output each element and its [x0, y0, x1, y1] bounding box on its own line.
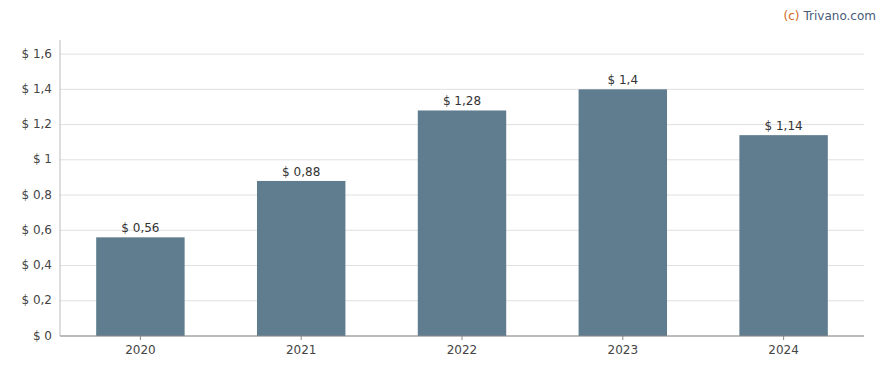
bar: [257, 181, 345, 336]
chart: $ 0 $ 0,2 $ 0,4 $ 0,6 $ 0,8 $ 1 $ 1,2 $ 1,4 $ 1,…: [0, 0, 888, 370]
grid-line: [60, 54, 864, 55]
watermark: (c)Trivano.com: [784, 9, 876, 23]
x-tick-label: 2022: [447, 343, 478, 357]
y-tick-label: $ 1,2: [21, 117, 52, 131]
x-tick: [462, 336, 463, 340]
x-tick: [140, 336, 141, 340]
bars: [96, 89, 828, 336]
grid: [60, 54, 864, 336]
data-labels: $ 0,56 $ 0,88 $ 1,28 $ 1,4 $ 1,14: [121, 73, 802, 235]
bar: [418, 110, 506, 336]
data-label: $ 1,4: [608, 73, 639, 87]
x-tick: [783, 336, 784, 340]
y-tick-label: $ 0,6: [21, 223, 52, 237]
x-tick-label: 2021: [286, 343, 317, 357]
x-tick: [301, 336, 302, 340]
y-tick-label: $ 0,4: [21, 258, 52, 272]
data-label: $ 0,88: [282, 165, 320, 179]
bar: [96, 237, 184, 336]
bar: [579, 89, 667, 336]
y-axis-line: [60, 40, 61, 336]
x-tick-label: 2024: [768, 343, 799, 357]
y-tick-label: $ 0,8: [21, 188, 52, 202]
grid-line: [60, 89, 864, 90]
y-tick-label: $ 0: [33, 329, 52, 343]
bar: [739, 135, 827, 336]
watermark-part: (c): [784, 9, 800, 23]
x-tick-label: 2020: [125, 343, 156, 357]
data-label: $ 1,14: [765, 119, 803, 133]
watermark-part: Trivano.com: [803, 9, 876, 23]
y-tick-label: $ 1: [33, 152, 52, 166]
x-tick: [622, 336, 623, 340]
data-label: $ 1,28: [443, 94, 481, 108]
x-tick-label: 2023: [608, 343, 639, 357]
y-tick-label: $ 0,2: [21, 293, 52, 307]
y-tick-label: $ 1,6: [21, 47, 52, 61]
y-axis: $ 0 $ 0,2 $ 0,4 $ 0,6 $ 0,8 $ 1 $ 1,2 $ 1,4 $ 1,…: [21, 40, 60, 343]
x-axis: 2020 2021 2022 2023 2024: [60, 336, 864, 357]
data-label: $ 0,56: [121, 221, 159, 235]
y-tick-label: $ 1,4: [21, 82, 52, 96]
